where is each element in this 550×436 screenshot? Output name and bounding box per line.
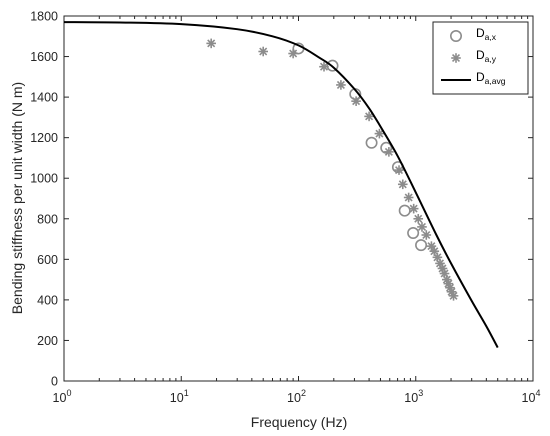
data-point-star [336, 80, 346, 90]
data-point-star [417, 222, 427, 232]
legend-marker-circle [449, 29, 462, 42]
data-point-star [319, 61, 329, 72]
legend-label: Da,avg [476, 70, 506, 86]
data-point-star [397, 179, 408, 190]
avg-curve [63, 21, 499, 349]
x-axis-ticks: 100 101 102 103 104 [53, 16, 541, 405]
data-point-circle [407, 226, 420, 239]
series-a-y [206, 38, 459, 301]
legend-marker-star [451, 53, 461, 63]
data-point-star [351, 96, 361, 106]
legend-box [432, 21, 529, 95]
legend: Da,x Da,y Da,avg [432, 21, 529, 95]
x-tick-label: 100 [53, 388, 72, 405]
x-tick-label: 104 [522, 388, 541, 405]
x-axis-label: Frequency (Hz) [251, 414, 347, 430]
data-point-star [421, 230, 432, 240]
data-point-circle [380, 141, 393, 154]
data-point-star [384, 147, 394, 157]
data-point-star [258, 46, 269, 57]
data-point-circle [326, 59, 339, 72]
data-point-star [364, 111, 374, 122]
y-axis-label: Bending stiffness per unit width (N m) [9, 82, 25, 314]
y-tick-label: 800 [37, 212, 58, 226]
y-tick-label: 400 [37, 293, 58, 307]
x-tick-label: 102 [287, 388, 306, 405]
x-tick-label: 101 [170, 388, 189, 405]
y-tick-label: 200 [37, 334, 58, 348]
y-tick-label: 1000 [30, 172, 58, 186]
data-point-star [206, 38, 216, 49]
y-tick-label: 1600 [30, 50, 58, 64]
data-point-star [394, 165, 404, 175]
legend-label: Da,x [476, 26, 497, 42]
x-tick-label: 103 [404, 388, 423, 405]
y-axis-ticks: 0 200 400 600 800 1000 1200 1400 1600 1800 [30, 10, 533, 389]
y-tick-label: 1200 [30, 131, 58, 145]
y-tick-label: 1800 [30, 10, 58, 24]
data-point-star [288, 48, 298, 59]
data-point-star [374, 128, 385, 139]
data-point-star [408, 203, 419, 214]
y-tick-label: 1400 [30, 91, 58, 105]
data-point-circle [415, 239, 428, 252]
data-point-circle [398, 204, 411, 217]
data-point-star [448, 291, 459, 301]
y-tick-label: 0 [51, 375, 58, 389]
data-point-circle [365, 136, 378, 149]
y-tick-label: 600 [37, 253, 58, 267]
data-point-star [413, 213, 424, 224]
legend-label: Da,y [476, 48, 497, 64]
series-layer [63, 21, 499, 349]
series-a-avg [63, 21, 499, 349]
data-point-star [403, 192, 414, 203]
